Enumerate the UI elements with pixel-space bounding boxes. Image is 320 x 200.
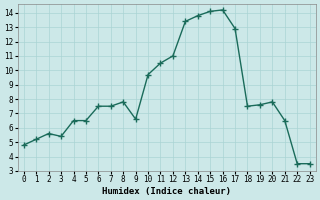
- X-axis label: Humidex (Indice chaleur): Humidex (Indice chaleur): [102, 187, 231, 196]
